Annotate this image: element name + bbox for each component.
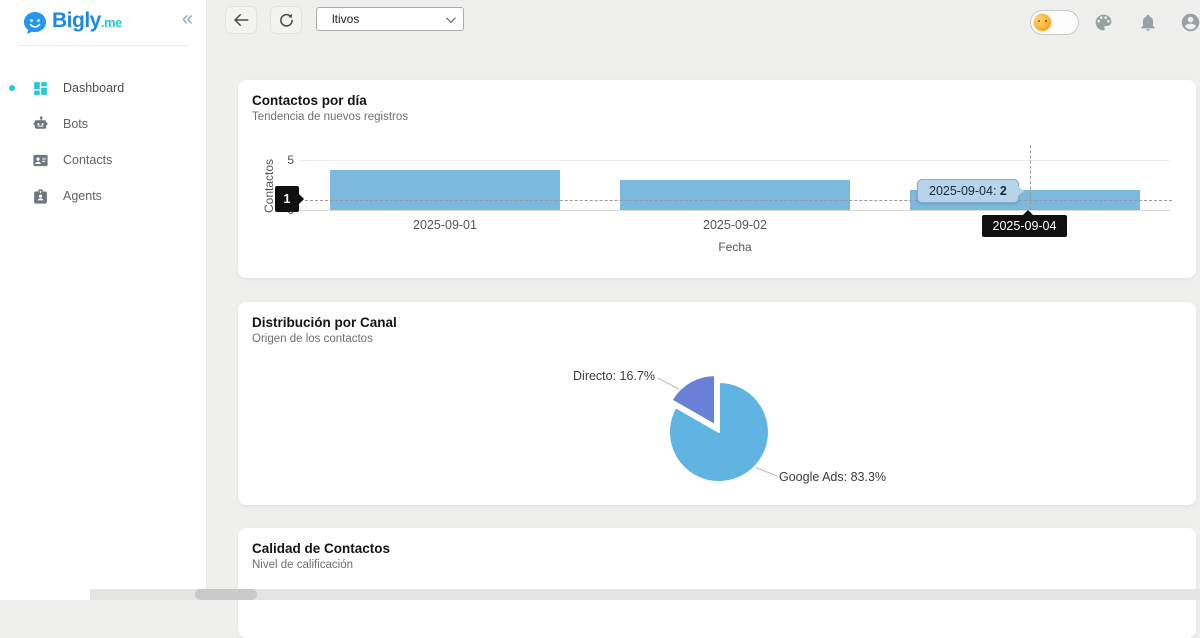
- account-circle-icon[interactable]: [1180, 12, 1200, 38]
- card-distribucion-por-canal: Distribución por Canal Origen de los con…: [238, 302, 1196, 505]
- notifications-bell-icon[interactable]: [1138, 12, 1158, 38]
- card-contactos-por-dia: Contactos por día Tendencia de nuevos re…: [238, 80, 1196, 278]
- card-subtitle: Tendencia de nuevos registros: [252, 111, 408, 123]
- sidebar-divider: [18, 45, 188, 46]
- x-axis-line: [300, 210, 1170, 211]
- bar-2025-09-01[interactable]: [330, 170, 560, 210]
- crosshair-horizontal: [300, 200, 1172, 201]
- pie-slice-directo[interactable]: [670, 374, 716, 427]
- card-subtitle: Origen de los contactos: [252, 333, 373, 345]
- sidebar-item-label: Contacts: [63, 153, 113, 167]
- x-tick-label: 2025-09-02: [703, 218, 767, 232]
- logo[interactable]: Bigly.me «: [0, 6, 207, 42]
- x-axis-pointer-label: 2025-09-04: [982, 210, 1067, 237]
- refresh-button[interactable]: [270, 6, 302, 34]
- refresh-icon: [279, 13, 293, 27]
- pie-slice-google-ads[interactable]: [668, 381, 770, 483]
- sidebar-item-dashboard[interactable]: Dashboard: [0, 70, 207, 106]
- chat-bubble-smiley-icon: [22, 10, 48, 36]
- palette-icon[interactable]: [1093, 12, 1114, 38]
- sun-icon: [1034, 13, 1051, 31]
- x-tick-label: 2025-09-01: [413, 218, 477, 232]
- sidebar-item-label: Bots: [63, 117, 89, 131]
- pie-label-directo: Directo: 16.7%: [573, 369, 655, 383]
- crosshair-vertical: [1030, 145, 1031, 215]
- logo-tld: .me: [100, 15, 122, 30]
- sidebar: Bigly.me « Dashboard Bots: [0, 0, 207, 600]
- filter-select[interactable]: ltivos: [316, 7, 464, 31]
- chevron-down-icon: [445, 12, 456, 23]
- card-title: Contactos por día: [252, 93, 367, 108]
- card-title: Distribución por Canal: [252, 315, 397, 330]
- sidebar-item-bots[interactable]: Bots: [0, 106, 207, 142]
- y-tick-label: 5: [287, 153, 294, 167]
- sidebar-collapse-icon[interactable]: «: [181, 8, 193, 30]
- sidebar-item-agents[interactable]: Agents: [0, 178, 207, 214]
- y-axis-pointer-label: 1: [275, 186, 304, 212]
- dashboard-grid-icon: [32, 80, 49, 97]
- sidebar-item-label: Dashboard: [63, 81, 125, 95]
- card-title: Calidad de Contactos: [252, 541, 391, 556]
- arrow-left-icon: [234, 14, 249, 26]
- bar-2025-09-02[interactable]: [620, 180, 850, 210]
- bar-tooltip: 2025-09-04: 2: [917, 179, 1024, 203]
- gridline: [300, 160, 1170, 161]
- filter-select-value: ltivos: [332, 12, 360, 26]
- theme-toggle[interactable]: [1030, 10, 1079, 35]
- logo-text: Bigly.me: [52, 9, 122, 32]
- back-button[interactable]: [225, 6, 257, 34]
- horizontal-scrollbar-track[interactable]: [90, 589, 1200, 600]
- horizontal-scrollbar-thumb[interactable]: [195, 589, 257, 600]
- pie-leader-line: [751, 465, 778, 477]
- pie-label-google-ads: Google Ads: 83.3%: [779, 470, 887, 484]
- robot-icon: [32, 115, 49, 133]
- card-subtitle: Nivel de calificación: [252, 559, 353, 571]
- sidebar-item-contacts[interactable]: Contacts: [0, 142, 207, 178]
- active-indicator-dot: [9, 85, 15, 91]
- card-calidad-de-contactos: Calidad de Contactos Nivel de calificaci…: [238, 528, 1196, 638]
- contact-card-icon: [32, 152, 49, 169]
- x-axis-title: Fecha: [718, 240, 752, 254]
- sidebar-item-label: Agents: [63, 189, 102, 203]
- agent-badge-icon: [32, 188, 49, 205]
- sidebar-nav: Dashboard Bots Contact: [0, 70, 207, 214]
